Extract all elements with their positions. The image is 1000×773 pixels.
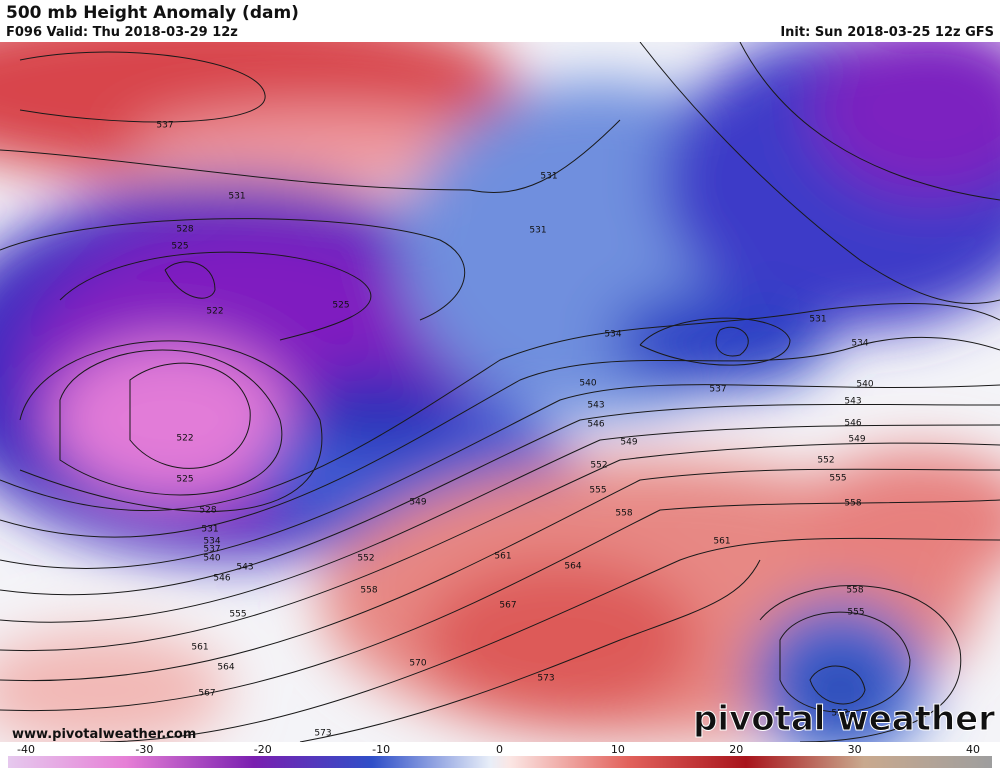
contour-label: 546 [213, 574, 230, 584]
contour-label: 549 [620, 438, 637, 448]
contour-label: 567 [499, 601, 516, 611]
contour-label: 531 [809, 315, 826, 325]
contour-label: 558 [846, 586, 863, 596]
contour-label: 543 [236, 563, 253, 573]
contour-label: 537 [709, 385, 726, 395]
contour-label: 528 [176, 225, 193, 235]
colorbar-tick-label: 40 [966, 743, 980, 756]
contour-label: 525 [176, 475, 193, 485]
contour-label: 525 [171, 242, 188, 252]
contour-label: 573 [314, 729, 331, 739]
contour-label: 528 [199, 506, 216, 516]
contour-label: 552 [831, 709, 848, 719]
contour-label: 540 [579, 379, 596, 389]
contour-label: 555 [589, 486, 606, 496]
contour-label: 561 [494, 552, 511, 562]
contour-label: 525 [332, 301, 349, 311]
contour-label: 534 [203, 537, 220, 547]
logo: pivotal weather [693, 699, 995, 739]
contour-label: 555 [847, 608, 864, 618]
init-time: Init: Sun 2018-03-25 12z GFS [780, 25, 994, 40]
contour-label: 549 [409, 498, 426, 508]
contour-label: 546 [844, 419, 861, 429]
contour-label: 531 [228, 192, 245, 202]
colorbar-tick-label: 10 [611, 743, 625, 756]
contour-label: 531 [529, 226, 546, 236]
valid-time: F096 Valid: Thu 2018-03-29 12z [6, 25, 238, 40]
contour-label: 534 [604, 330, 621, 340]
colorbar-tick-label: -20 [254, 743, 272, 756]
contour-label: 558 [615, 509, 632, 519]
contour-label: 564 [217, 663, 234, 673]
contour-label: 561 [191, 643, 208, 653]
contour-label: 543 [587, 401, 604, 411]
contour-label: 552 [590, 461, 607, 471]
contour-label: 540 [856, 380, 873, 390]
contour-label: 534 [851, 339, 868, 349]
colorbar-ramp [8, 756, 992, 768]
colorbar-tick-label: 30 [848, 743, 862, 756]
colorbar-tick-label: -40 [17, 743, 35, 756]
contour-label: 537 [156, 121, 173, 131]
contour-label: 549 [848, 435, 865, 445]
colorbar-tick-label: -30 [135, 743, 153, 756]
contour-label: 522 [206, 307, 223, 317]
colorbar: -40 -30 -20 -10 0 10 20 30 40 [8, 743, 992, 768]
contour-label: 555 [229, 610, 246, 620]
contour-label: 567 [198, 689, 215, 699]
contour-label: 531 [201, 525, 218, 535]
contour-label: 564 [564, 562, 581, 572]
contour-label: 531 [540, 172, 557, 182]
contour-label: 573 [537, 674, 554, 684]
map-title: 500 mb Height Anomaly (dam) [6, 3, 299, 23]
contour-label: 558 [360, 586, 377, 596]
colorbar-tick-label: -10 [372, 743, 390, 756]
contour-label: 552 [357, 554, 374, 564]
contour-label: 540 [203, 554, 220, 564]
website: www.pivotalweather.com [12, 727, 196, 742]
contour-label: 552 [817, 456, 834, 466]
contour-label: 558 [844, 499, 861, 509]
colorbar-tick-label: 20 [729, 743, 743, 756]
contour-label: 561 [713, 537, 730, 547]
contour-labels: 5375315285255225255225255285315345375405… [156, 121, 873, 739]
contour-label: 543 [844, 397, 861, 407]
contour-label: 555 [829, 474, 846, 484]
contour-label: 570 [409, 659, 426, 669]
contour-label: 546 [587, 420, 604, 430]
contours [0, 42, 1000, 742]
colorbar-tick-label: 0 [496, 743, 503, 756]
contour-label: 522 [176, 434, 193, 444]
contour-label: 537 [203, 545, 220, 555]
